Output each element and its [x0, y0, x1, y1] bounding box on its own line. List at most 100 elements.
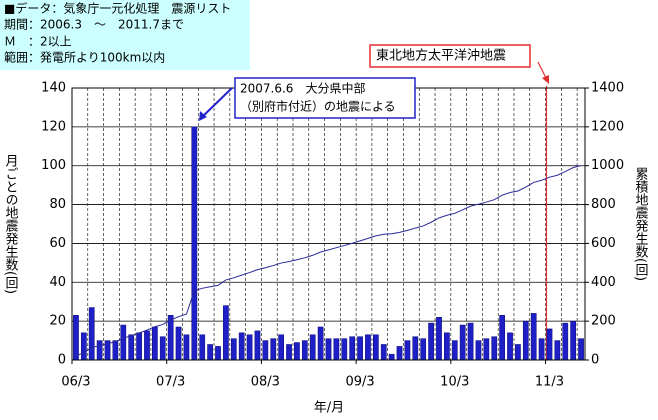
- info-box: [0, 0, 250, 70]
- bar: [444, 332, 450, 361]
- y2-tick-label: 1400: [591, 81, 624, 96]
- bar: [380, 344, 387, 361]
- bar: [167, 315, 174, 361]
- bar: [467, 322, 474, 361]
- bar: [223, 305, 229, 361]
- bar: [420, 338, 427, 361]
- x-tick-label: 08/3: [251, 375, 280, 390]
- bar: [73, 315, 79, 361]
- info-line: Ｍ ：2以上: [4, 35, 72, 49]
- bar: [365, 334, 371, 361]
- bar: [341, 338, 348, 361]
- y-tick-label: 0: [58, 353, 66, 368]
- arrow-head: [542, 75, 549, 84]
- bar: [428, 322, 434, 361]
- annotation: 2007.6.6 大分県中部: [240, 81, 365, 96]
- bar: [325, 338, 332, 361]
- bar: [522, 320, 529, 361]
- annotation-arrow: [200, 87, 233, 119]
- x-tick-label: 09/3: [345, 375, 374, 390]
- bar: [372, 334, 379, 361]
- x-axis-label: 年/月: [314, 401, 344, 416]
- cumulative-line: [75, 165, 582, 357]
- y2-tick-label: 600: [591, 236, 616, 251]
- y-tick-label: 40: [49, 275, 66, 290]
- bar: [562, 322, 569, 361]
- bar: [215, 346, 221, 361]
- y2-tick-label: 400: [591, 275, 616, 290]
- annotation: 東北地方太平洋沖地震: [376, 48, 506, 64]
- bar: [254, 330, 261, 361]
- bar: [246, 334, 253, 361]
- bar: [112, 340, 119, 361]
- x-tick-label: 07/3: [156, 375, 185, 390]
- bar: [238, 332, 245, 361]
- bar: [459, 324, 466, 361]
- annotation-box: [234, 77, 416, 119]
- bar: [278, 334, 285, 361]
- bar: [191, 126, 198, 361]
- info-line: 期間：2006.3 ～ 2011.7まで: [4, 18, 184, 32]
- y2-tick-label: 200: [591, 314, 616, 329]
- bar: [270, 338, 277, 361]
- bar: [183, 334, 190, 361]
- bar: [207, 344, 213, 361]
- bar: [404, 340, 411, 361]
- y-tick-label: 140: [41, 81, 66, 96]
- bar: [578, 338, 584, 361]
- bar: [96, 340, 103, 361]
- bar: [286, 344, 292, 361]
- bar: [396, 346, 403, 361]
- bar: [317, 326, 324, 361]
- y2-tick-label: 0: [591, 353, 599, 368]
- info-line: 範囲：発電所より100km以内: [4, 50, 165, 65]
- bar: [436, 317, 442, 361]
- x-tick-label: 10/3: [440, 375, 469, 390]
- bar: [412, 336, 419, 361]
- arrow-head: [199, 111, 207, 121]
- bar: [136, 332, 142, 361]
- bar: [152, 326, 158, 361]
- bar: [475, 340, 482, 361]
- x-tick-label: 11/3: [535, 375, 564, 390]
- y2-axis-label: 累積地震発生数(回): [633, 167, 649, 281]
- y-tick-label: 60: [49, 236, 66, 251]
- bar: [301, 340, 308, 361]
- bar: [499, 315, 505, 361]
- info-line: ■データ：気象庁一元化処理 震源リスト: [4, 1, 231, 16]
- y2-tick-label: 1200: [591, 119, 624, 134]
- x-tick-label: 06/3: [61, 375, 90, 390]
- bar: [333, 338, 340, 361]
- y-tick-label: 80: [49, 197, 66, 212]
- bar: [491, 336, 498, 361]
- bar: [515, 344, 521, 361]
- bar: [507, 332, 513, 361]
- annotation: （別府市付近）の地震による: [240, 99, 396, 114]
- bar: [546, 328, 553, 361]
- bar: [175, 326, 182, 361]
- bar: [88, 307, 95, 361]
- event-box: [369, 44, 531, 68]
- bar: [451, 340, 458, 361]
- y2-tick-label: 1000: [591, 158, 624, 173]
- bar: [262, 340, 269, 361]
- y-tick-label: 100: [41, 158, 66, 173]
- bar: [294, 342, 300, 361]
- y-tick-label: 20: [49, 314, 66, 329]
- bar: [349, 336, 356, 361]
- bar: [554, 340, 561, 361]
- bar: [538, 338, 545, 361]
- bar: [357, 336, 363, 361]
- bar: [309, 334, 316, 361]
- plot-frame: [71, 87, 586, 361]
- y-tick-label: 120: [41, 119, 66, 134]
- bar: [120, 324, 127, 361]
- y-axis-label: 月ごとの地震発生数(回): [3, 154, 19, 294]
- bar: [483, 338, 490, 361]
- bar: [199, 334, 206, 361]
- bar: [80, 332, 87, 361]
- bar: [388, 353, 395, 361]
- bar: [144, 330, 150, 361]
- y2-tick-label: 800: [591, 197, 616, 212]
